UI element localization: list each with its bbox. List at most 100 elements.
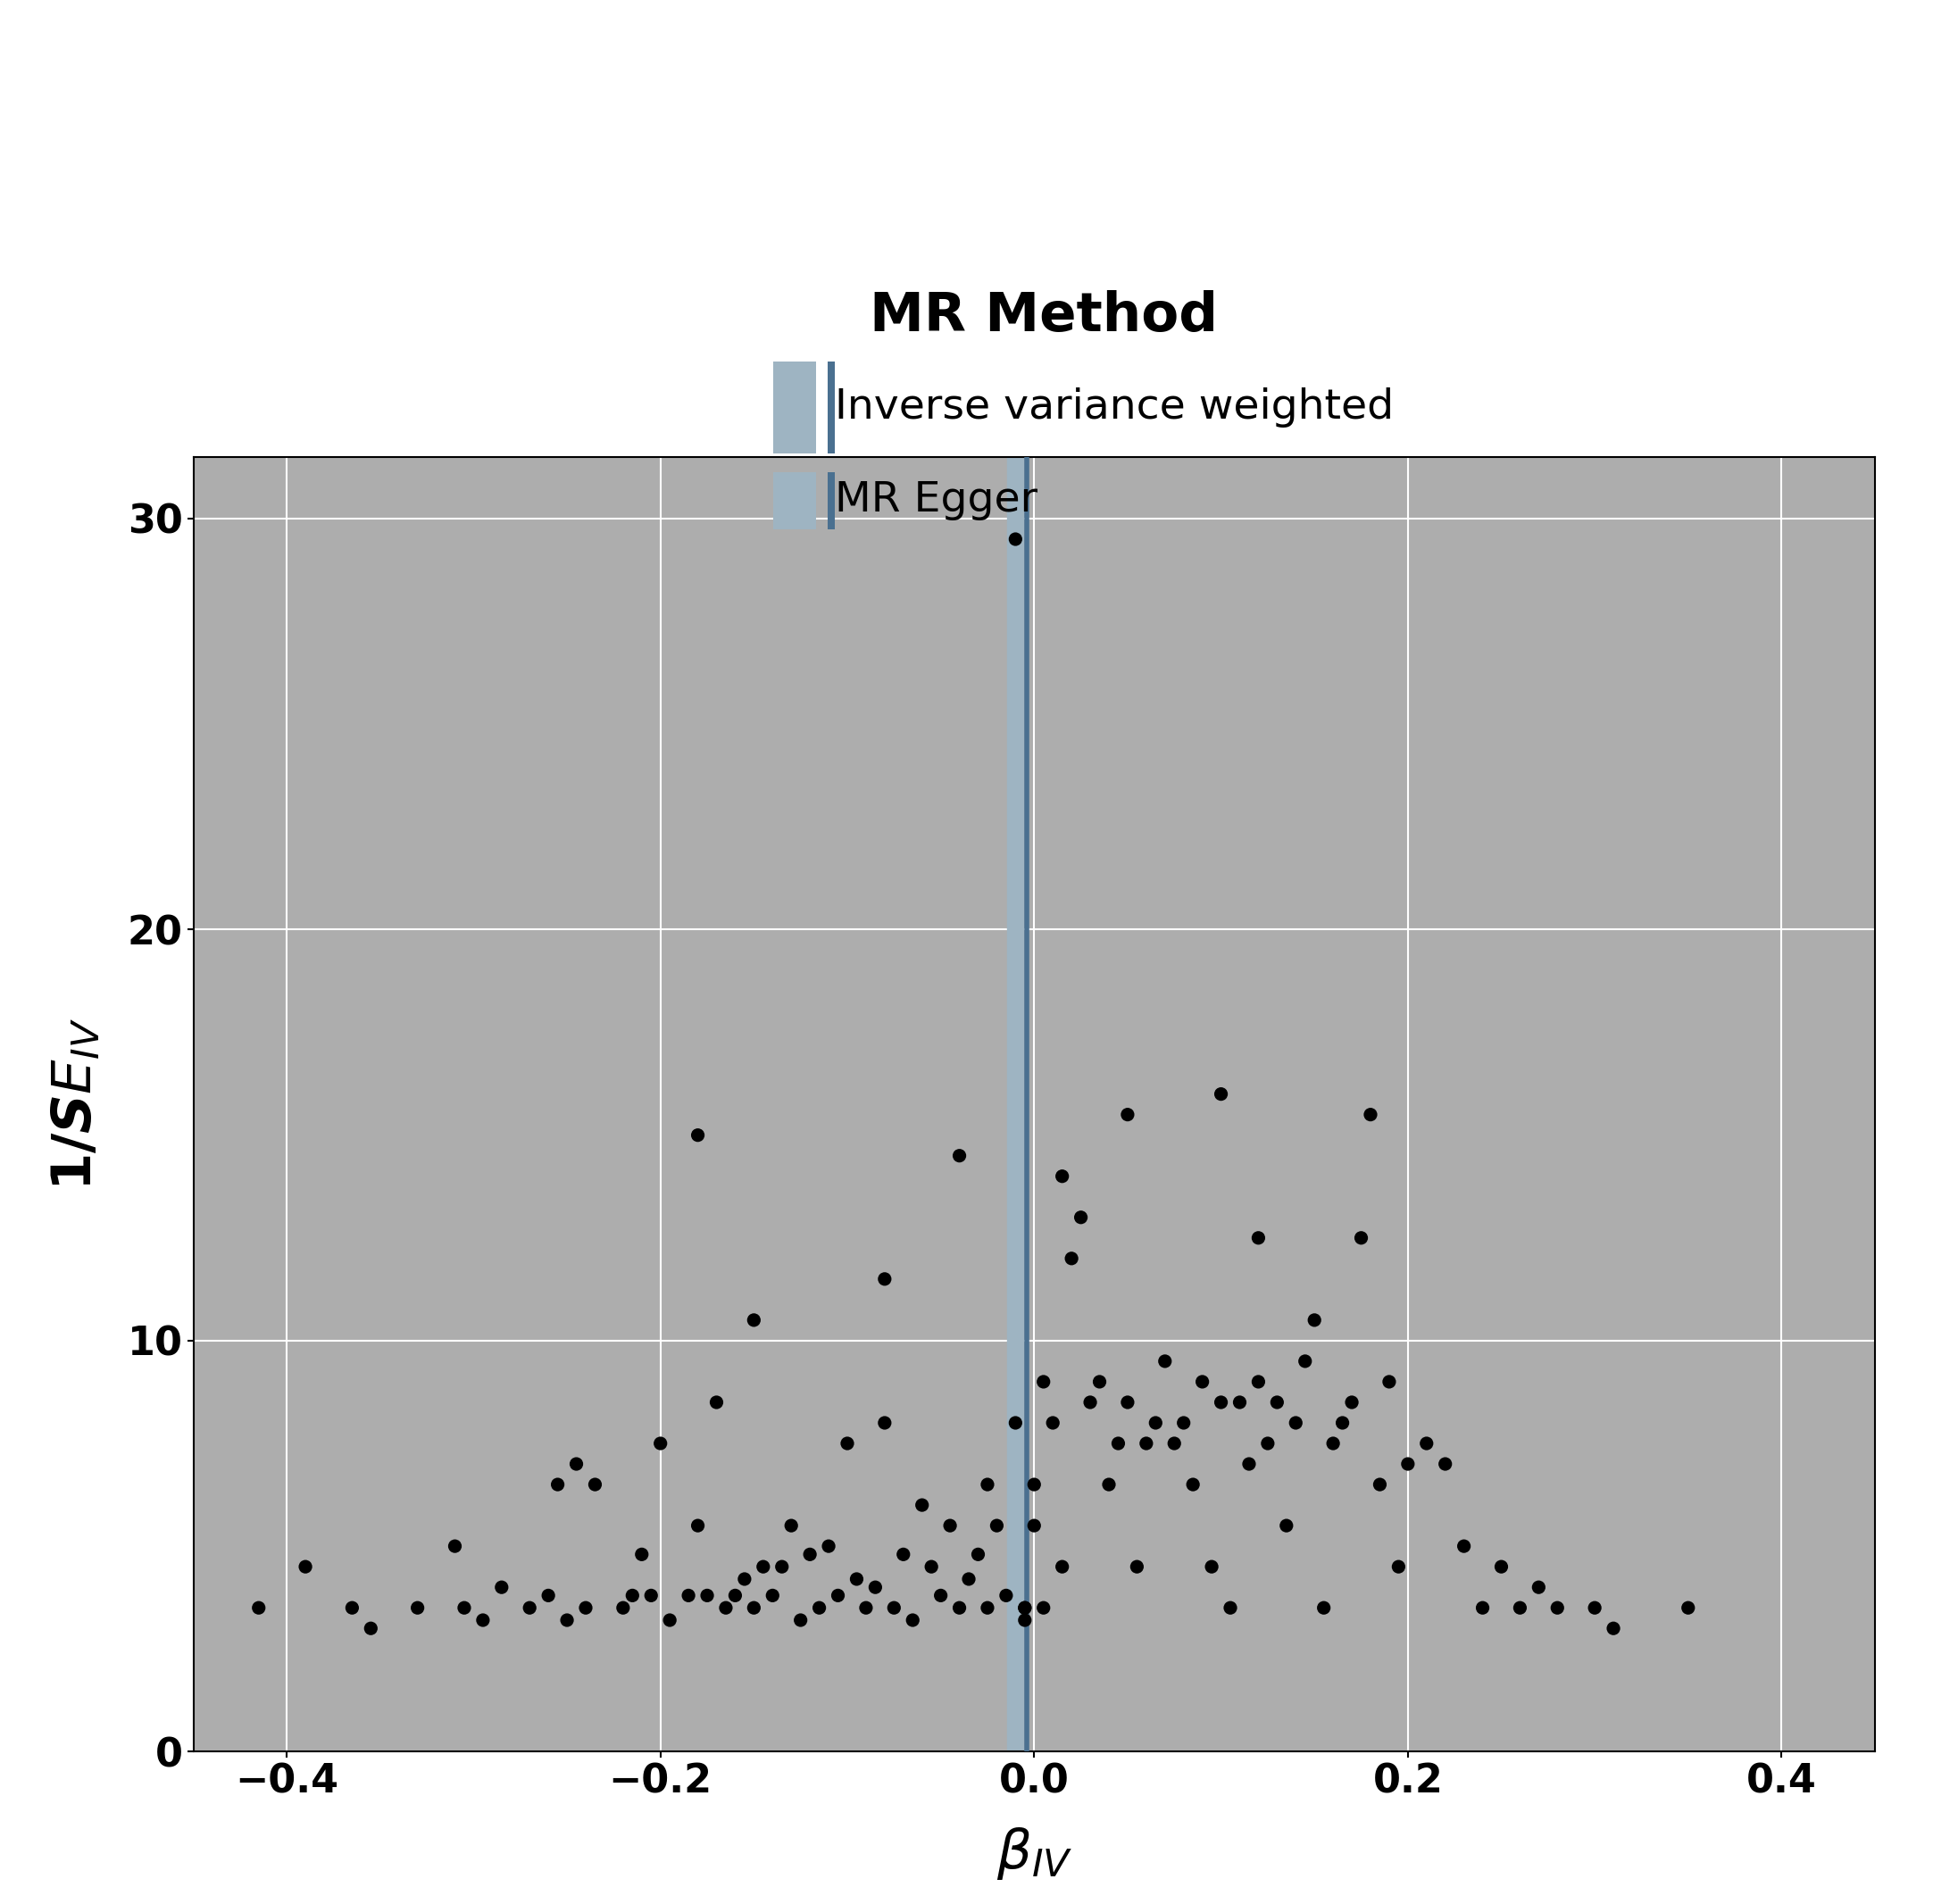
Point <box>841 1563 872 1594</box>
Point <box>999 1407 1030 1438</box>
Point <box>356 1613 387 1643</box>
Point <box>804 1592 835 1622</box>
Point <box>943 1140 974 1171</box>
Point <box>561 1449 591 1479</box>
Point <box>785 1605 816 1636</box>
Point <box>822 1580 852 1611</box>
Point <box>1102 1428 1133 1458</box>
Point <box>607 1592 638 1622</box>
X-axis label: $\boldsymbol{\beta_{IV}}$: $\boldsymbol{\beta_{IV}}$ <box>995 1826 1073 1881</box>
Point <box>336 1592 367 1622</box>
Point <box>1382 1552 1413 1582</box>
Point <box>870 1407 901 1438</box>
Point <box>1065 1201 1096 1232</box>
Text: MR Method: MR Method <box>870 289 1218 343</box>
Point <box>887 1538 918 1569</box>
Point <box>1262 1388 1293 1418</box>
Point <box>1187 1367 1218 1398</box>
Point <box>1504 1592 1535 1622</box>
Point <box>982 1510 1013 1540</box>
Point <box>934 1510 965 1540</box>
Point <box>1075 1388 1106 1418</box>
Point <box>1131 1428 1162 1458</box>
Point <box>290 1552 321 1582</box>
Point <box>1028 1592 1059 1622</box>
Point <box>1599 1613 1630 1643</box>
Point <box>1019 1510 1050 1540</box>
Point <box>1084 1367 1115 1398</box>
Point <box>1094 1470 1125 1500</box>
Point <box>1009 1592 1040 1622</box>
Point <box>1206 1080 1237 1110</box>
Point <box>1009 1592 1040 1622</box>
Point <box>468 1605 499 1636</box>
Point <box>814 1531 845 1561</box>
Point <box>1672 1592 1703 1622</box>
Point <box>972 1592 1003 1622</box>
Point <box>1214 1592 1245 1622</box>
Point <box>702 1388 733 1418</box>
Point <box>1299 1304 1330 1335</box>
Point <box>1411 1428 1442 1458</box>
Point <box>1206 1388 1237 1418</box>
Point <box>1046 1552 1077 1582</box>
Text: Inverse variance weighted: Inverse variance weighted <box>835 387 1394 428</box>
Point <box>570 1592 601 1622</box>
Point <box>487 1573 518 1603</box>
Point <box>765 1552 796 1582</box>
Point <box>1177 1470 1208 1500</box>
Point <box>551 1605 582 1636</box>
Point <box>1243 1367 1274 1398</box>
Point <box>1046 1161 1077 1192</box>
Point <box>1336 1388 1367 1418</box>
Point <box>1326 1407 1357 1438</box>
Point <box>1253 1428 1284 1458</box>
Point <box>439 1531 470 1561</box>
Point <box>682 1510 713 1540</box>
Point <box>617 1580 648 1611</box>
Point <box>580 1470 611 1500</box>
Point <box>907 1489 938 1519</box>
Point <box>831 1428 862 1458</box>
Point <box>514 1592 545 1622</box>
Point <box>1523 1573 1554 1603</box>
Point <box>990 1580 1021 1611</box>
Point <box>963 1538 994 1569</box>
Point <box>758 1580 789 1611</box>
Point <box>1028 1367 1059 1398</box>
Point <box>448 1592 479 1622</box>
Point <box>653 1605 684 1636</box>
Point <box>1448 1531 1479 1561</box>
Point <box>1009 1605 1040 1636</box>
Point <box>1111 1388 1142 1418</box>
Point <box>943 1592 974 1622</box>
Point <box>878 1592 909 1622</box>
Point <box>534 1580 564 1611</box>
Point <box>541 1470 572 1500</box>
Point <box>1318 1428 1349 1458</box>
Point <box>244 1592 274 1622</box>
Point <box>682 1120 713 1150</box>
Point <box>646 1428 677 1458</box>
Point <box>775 1510 806 1540</box>
Point <box>1289 1346 1320 1377</box>
Point <box>1121 1552 1152 1582</box>
Point <box>1111 1099 1142 1129</box>
Point <box>1486 1552 1517 1582</box>
Point <box>729 1563 760 1594</box>
Point <box>1197 1552 1227 1582</box>
Point <box>1467 1592 1498 1622</box>
Point <box>1224 1388 1255 1418</box>
Point <box>719 1580 750 1611</box>
Point <box>673 1580 704 1611</box>
Point <box>1233 1449 1264 1479</box>
Point <box>972 1470 1003 1500</box>
Point <box>1579 1592 1610 1622</box>
Point <box>851 1592 881 1622</box>
Point <box>1243 1222 1274 1253</box>
Point <box>1055 1243 1086 1274</box>
Point <box>626 1538 657 1569</box>
Point <box>1309 1592 1340 1622</box>
Point <box>897 1605 928 1636</box>
Point <box>1280 1407 1311 1438</box>
